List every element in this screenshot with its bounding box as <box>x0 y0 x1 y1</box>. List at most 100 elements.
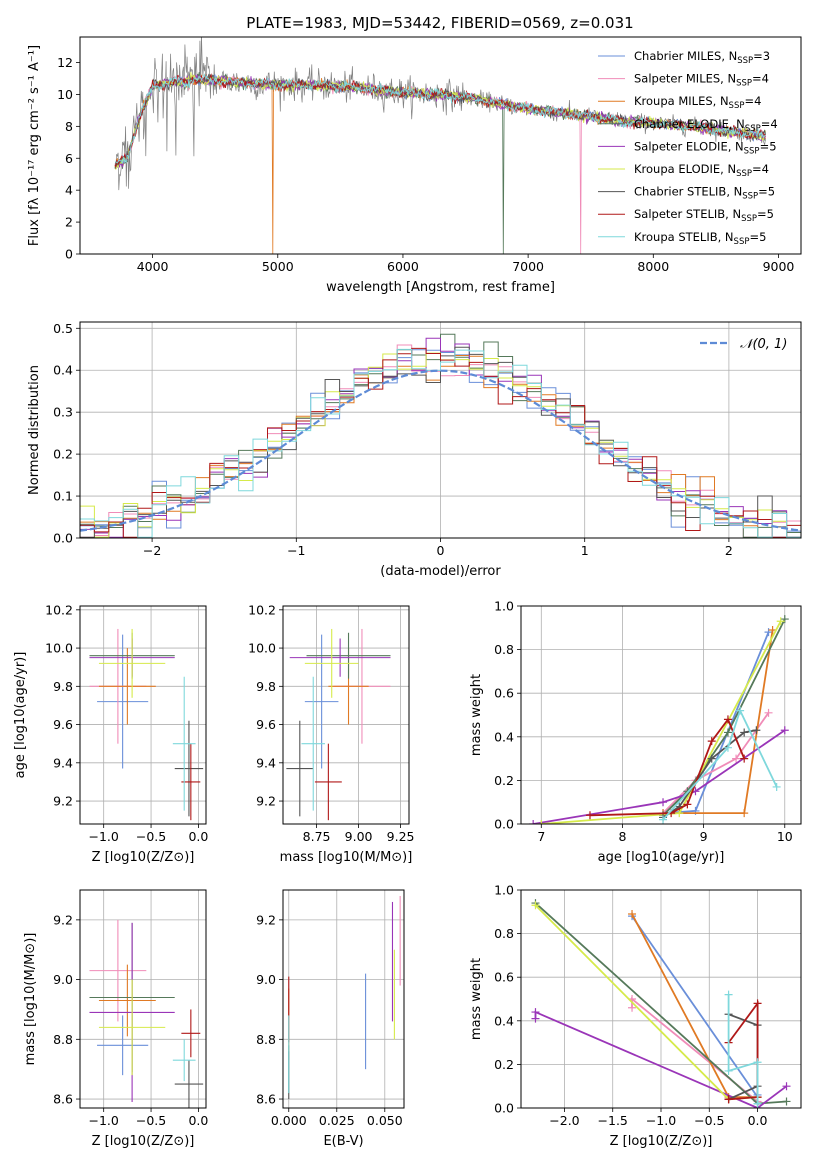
y-tick-label: 0.4 <box>494 1013 514 1028</box>
legend-label: Chabrier ELODIE, NSSP=4 <box>634 117 778 134</box>
y-tick-label: 0.0 <box>53 531 73 546</box>
legend-label: Kroupa MILES, NSSP=4 <box>634 94 761 111</box>
y-tick-label: 0.8 <box>494 926 514 941</box>
weight-marker <box>723 728 732 737</box>
x-tick-label: 0.0 <box>188 1113 208 1128</box>
weight-line-salpeter-elodie <box>533 729 786 824</box>
x-axis-label: Z [log10(Z/Z⊙)] <box>92 850 195 865</box>
y-tick-label: 0.3 <box>53 405 73 420</box>
y-tick-label: 8.6 <box>53 1092 73 1107</box>
x-tick-label: 6000 <box>387 259 419 274</box>
plot-area-age-vs-Z <box>89 628 204 821</box>
weight-line-chabrier-miles <box>662 631 770 814</box>
weight-marker <box>707 737 716 746</box>
weight-line-salpeter-stelib <box>589 717 746 817</box>
figure-title: PLATE=1983, MJD=53442, FIBERID=0569, z=0… <box>246 14 633 32</box>
x-tick-label: −2 <box>143 543 161 558</box>
y-tick-label: 2 <box>65 215 73 230</box>
legend-label: 𝒩(0, 1) <box>740 337 787 352</box>
x-tick-label: 0.025 <box>319 1113 355 1128</box>
weight-marker <box>782 1097 791 1106</box>
weight-marker <box>732 754 741 763</box>
axes-age-vs-mass: 8.75 9.00 9.25 9.2 9.4 9.6 9.8 10.0 10.2 mass [lo… <box>248 602 414 865</box>
y-axis-label: Flux [fλ 10⁻¹⁷ erg cm⁻² s⁻¹ A⁻¹] <box>27 45 42 246</box>
plot-area-residuals <box>80 333 801 538</box>
y-tick-label: 10.0 <box>45 641 73 656</box>
x-tick-label: 4000 <box>137 259 169 274</box>
x-tick-label: 1 <box>581 543 589 558</box>
plot-area-weight-vs-age <box>529 615 789 824</box>
y-tick-label: 0.1 <box>53 489 73 504</box>
weight-line-kroupa-elodie <box>541 620 782 824</box>
model-line-salpeter-elodie <box>114 74 766 169</box>
y-tick-label: 9.4 <box>256 755 276 770</box>
y-tick-label: 8 <box>65 119 73 134</box>
x-tick-label: 9000 <box>763 259 795 274</box>
weight-marker <box>659 815 668 824</box>
histogram-salpeter-elodie <box>80 337 801 538</box>
weight-marker <box>723 715 732 724</box>
y-tick-label: 0.0 <box>494 817 514 832</box>
weight-line-chabrier-elodie <box>662 618 786 816</box>
model-line-kroupa-stelib <box>114 73 766 164</box>
plot-area-weight-vs-Z <box>531 899 791 1108</box>
y-tick-label: 9.0 <box>53 972 73 987</box>
y-tick-label: 10 <box>57 87 73 102</box>
weight-marker <box>752 726 761 735</box>
x-axis-label: wavelength [Angstrom, rest frame] <box>326 280 555 295</box>
weight-line-chabrier-stelib <box>728 1013 759 1101</box>
plot-area-age-vs-mass <box>286 628 391 821</box>
x-tick-label: 8.75 <box>303 829 331 844</box>
y-tick-label: 4 <box>65 183 73 198</box>
x-tick-label: 10 <box>777 829 793 844</box>
y-axis-label: mass [log10(M/M⊙)] <box>23 933 38 1066</box>
y-tick-label: 0.4 <box>53 363 73 378</box>
weight-marker <box>723 743 732 752</box>
weight-marker <box>585 811 594 820</box>
x-tick-label: 0.050 <box>367 1113 403 1128</box>
y-tick-label: 8.6 <box>256 1092 276 1107</box>
histogram-salpeter-stelib <box>80 347 801 538</box>
y-tick-label: 0 <box>65 247 73 262</box>
x-axis-label: E(B-V) <box>323 1134 363 1149</box>
y-tick-label: 10.0 <box>248 641 276 656</box>
x-tick-label: −1 <box>287 543 305 558</box>
y-tick-label: 9.2 <box>256 794 276 809</box>
weight-marker <box>683 800 692 809</box>
y-tick-label: 1.0 <box>494 599 514 614</box>
weight-marker <box>724 1095 733 1104</box>
weight-marker <box>628 909 637 918</box>
y-tick-label: 9.2 <box>53 794 73 809</box>
weight-marker <box>780 726 789 735</box>
weight-marker <box>764 628 773 637</box>
legend-label: Chabrier MILES, NSSP=3 <box>634 49 770 66</box>
x-tick-label: 7000 <box>512 259 544 274</box>
y-axis-label: age [log10(age/yr)] <box>13 652 28 779</box>
legend-label: Salpeter STELIB, NSSP=5 <box>634 207 774 224</box>
weight-marker <box>776 617 785 626</box>
weight-marker <box>740 754 749 763</box>
weight-marker <box>772 782 781 791</box>
weight-marker <box>764 708 773 717</box>
x-tick-label: 0.000 <box>271 1113 307 1128</box>
y-tick-label: 0.5 <box>53 321 73 336</box>
weight-marker <box>724 1066 733 1075</box>
spectrum-legend: Chabrier MILES, NSSP=3 Salpeter MILES, NS… <box>598 49 778 247</box>
plot-area-mass-vs-ebv <box>288 895 401 1100</box>
legend-label: Chabrier STELIB, NSSP=5 <box>634 185 775 202</box>
y-tick-label: 0.2 <box>53 447 73 462</box>
x-tick-label: 9.00 <box>345 829 373 844</box>
x-tick-label: −1.0 <box>646 1113 676 1128</box>
y-axis-label: mass weight <box>469 958 484 1040</box>
y-tick-label: 10.2 <box>248 602 276 617</box>
y-tick-label: 9.2 <box>53 912 73 927</box>
x-axis-label: Z [log10(Z/Z⊙)] <box>610 1134 713 1149</box>
y-tick-label: 9.2 <box>256 912 276 927</box>
weight-marker <box>724 990 733 999</box>
x-axis-label: (data-model)/error <box>380 564 501 579</box>
axes-mass-vs-Z: −1.0 −0.5 0.0 8.6 8.8 9.0 9.2 Z [log10(Z/Z⊙)] ma… <box>23 889 208 1149</box>
x-tick-label: 9 <box>700 829 708 844</box>
y-tick-label: 6 <box>65 151 73 166</box>
legend-label: Salpeter MILES, NSSP=4 <box>634 72 769 89</box>
